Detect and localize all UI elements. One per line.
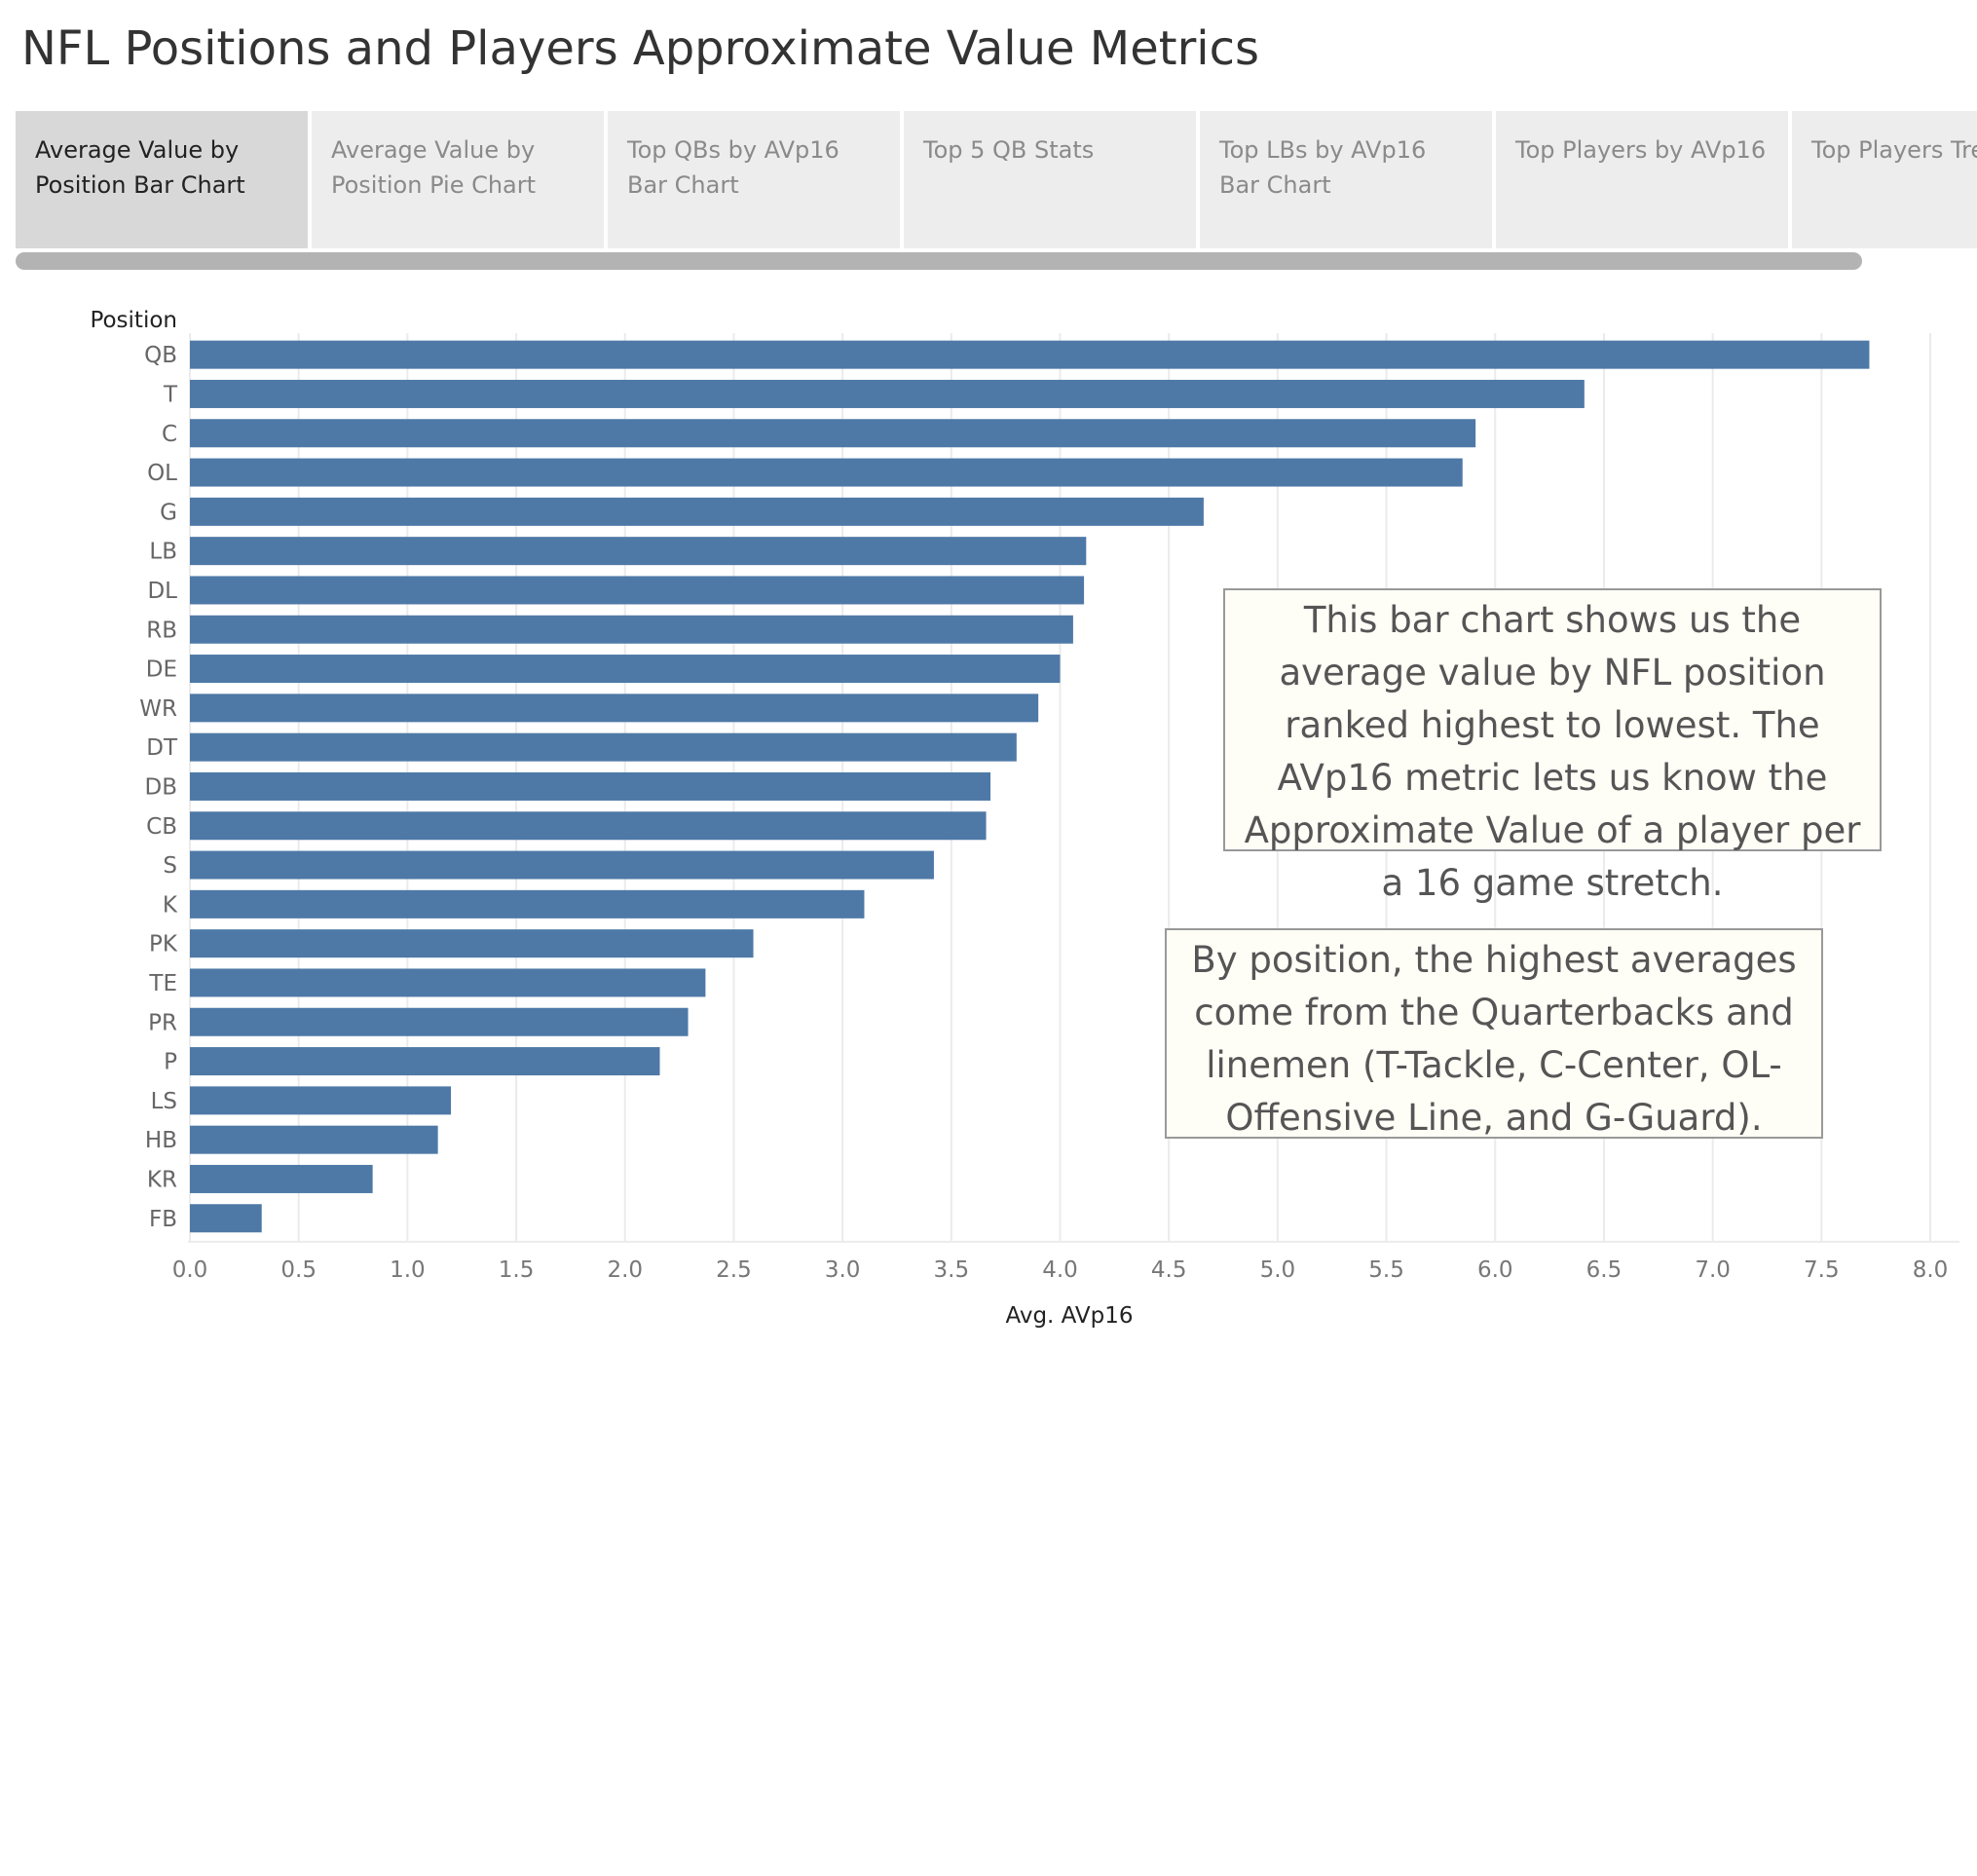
bar-dl bbox=[190, 576, 1085, 605]
tab-label: Top LBs by AVp16 Bar Chart bbox=[1219, 136, 1427, 199]
x-tick-label: 8.0 bbox=[1913, 1257, 1949, 1283]
x-tick-label: 5.0 bbox=[1260, 1257, 1296, 1283]
story-tabs: Average Value by Position Bar Chart Aver… bbox=[16, 111, 1977, 248]
tab-top-players-treemap[interactable]: Top Players Treemap bbox=[1792, 111, 1977, 248]
y-tick-label: DB bbox=[145, 774, 178, 800]
y-tick-label: CB bbox=[146, 814, 177, 840]
tab-label: Top 5 QB Stats bbox=[923, 136, 1095, 164]
bar-qb bbox=[190, 340, 1870, 369]
tab-label: Top Players by AVp16 bbox=[1515, 136, 1767, 164]
tab-average-value-pie-chart[interactable]: Average Value by Position Pie Chart bbox=[312, 111, 604, 248]
x-tick-label: 3.0 bbox=[825, 1257, 861, 1283]
y-tick-label: HB bbox=[145, 1128, 177, 1153]
tab-top-lbs-bar-chart[interactable]: Top LBs by AVp16 Bar Chart bbox=[1200, 111, 1492, 248]
x-tick-label: 4.5 bbox=[1151, 1257, 1187, 1283]
annotation-note-2: By position, the highest averages come f… bbox=[1165, 928, 1823, 1139]
y-tick-label: PK bbox=[149, 932, 178, 957]
x-tick-label: 5.5 bbox=[1368, 1257, 1404, 1283]
tab-scrollbar[interactable] bbox=[16, 252, 1862, 270]
tab-top-players[interactable]: Top Players by AVp16 bbox=[1496, 111, 1788, 248]
y-tick-label: QB bbox=[144, 343, 177, 368]
bar-kr bbox=[190, 1164, 373, 1193]
bar-rb bbox=[190, 615, 1073, 644]
tab-label: Top Players Treemap bbox=[1811, 136, 1977, 164]
bar-pk bbox=[190, 929, 754, 958]
bar-hb bbox=[190, 1125, 438, 1154]
page-title: NFL Positions and Players Approximate Va… bbox=[21, 21, 1260, 76]
bar-g bbox=[190, 497, 1204, 526]
bar-ls bbox=[190, 1086, 452, 1115]
y-tick-label: P bbox=[164, 1050, 177, 1075]
y-tick-label: DT bbox=[146, 735, 178, 761]
y-tick-label: KR bbox=[147, 1167, 177, 1192]
x-tick-label: 0.0 bbox=[172, 1257, 208, 1283]
y-tick-label: PR bbox=[148, 1010, 177, 1035]
y-tick-label: T bbox=[163, 382, 178, 407]
bar-c bbox=[190, 419, 1476, 448]
bar-te bbox=[190, 968, 706, 997]
x-tick-label: 2.5 bbox=[716, 1257, 752, 1283]
bar-ol bbox=[190, 458, 1463, 487]
x-axis-title: Avg. AVp16 bbox=[1005, 1303, 1133, 1329]
x-tick-label: 6.5 bbox=[1586, 1257, 1623, 1283]
x-tick-label: 7.0 bbox=[1695, 1257, 1731, 1283]
x-tick-label: 3.5 bbox=[934, 1257, 970, 1283]
x-tick-label: 6.0 bbox=[1477, 1257, 1513, 1283]
y-tick-label: TE bbox=[148, 971, 177, 996]
y-tick-label: S bbox=[163, 853, 177, 879]
x-tick-label: 4.0 bbox=[1042, 1257, 1078, 1283]
y-tick-label: DE bbox=[146, 657, 177, 683]
tab-top-5-qb-stats[interactable]: Top 5 QB Stats bbox=[904, 111, 1196, 248]
y-tick-label: K bbox=[163, 892, 178, 918]
tab-top-qbs-bar-chart[interactable]: Top QBs by AVp16 Bar Chart bbox=[608, 111, 900, 248]
tab-label: Average Value by Position Bar Chart bbox=[35, 136, 245, 199]
bar-k bbox=[190, 889, 865, 919]
x-tick-label: 0.5 bbox=[280, 1257, 317, 1283]
bar-cb bbox=[190, 811, 987, 841]
y-tick-label: FB bbox=[149, 1207, 177, 1232]
x-tick-label: 2.0 bbox=[607, 1257, 643, 1283]
tab-label: Average Value by Position Pie Chart bbox=[331, 136, 537, 199]
bar-t bbox=[190, 379, 1585, 408]
y-tick-label: RB bbox=[146, 618, 177, 643]
x-tick-label: 1.5 bbox=[499, 1257, 535, 1283]
x-tick-label: 1.0 bbox=[390, 1257, 426, 1283]
y-tick-label: WR bbox=[139, 696, 177, 722]
tab-scrollbar-thumb[interactable] bbox=[16, 252, 1862, 270]
bar-p bbox=[190, 1047, 660, 1076]
bar-pr bbox=[190, 1007, 689, 1036]
x-tick-label: 7.5 bbox=[1804, 1257, 1840, 1283]
bar-s bbox=[190, 850, 934, 880]
bar-fb bbox=[190, 1204, 262, 1233]
y-axis-title: Position bbox=[90, 308, 177, 333]
bar-db bbox=[190, 771, 991, 801]
y-tick-label: OL bbox=[147, 461, 177, 486]
y-tick-label: C bbox=[162, 422, 177, 447]
bar-dt bbox=[190, 732, 1017, 762]
y-tick-label: DL bbox=[147, 579, 177, 604]
bar-wr bbox=[190, 694, 1039, 723]
tab-label: Top QBs by AVp16 Bar Chart bbox=[627, 136, 839, 199]
bar-lb bbox=[190, 537, 1087, 566]
y-tick-label: LS bbox=[151, 1089, 177, 1114]
y-tick-label: LB bbox=[149, 540, 177, 565]
annotation-note-1: This bar chart shows us the average valu… bbox=[1223, 588, 1882, 904]
bar-de bbox=[190, 655, 1061, 684]
y-tick-label: G bbox=[160, 500, 177, 525]
tab-average-value-bar-chart[interactable]: Average Value by Position Bar Chart bbox=[16, 111, 308, 248]
